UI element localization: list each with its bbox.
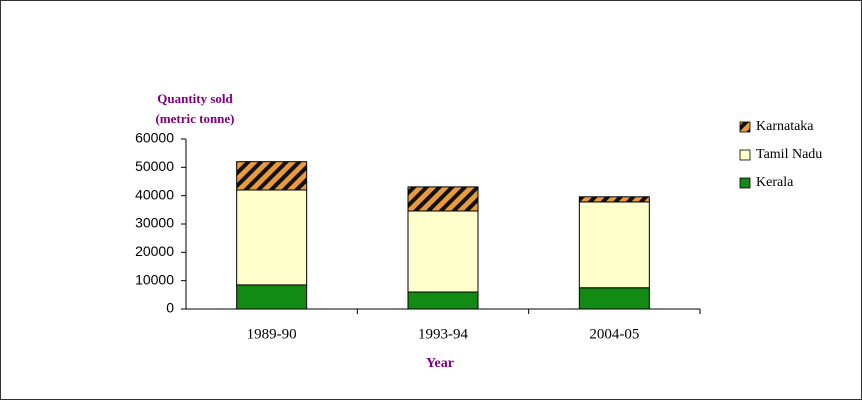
y-tick-label: 40000 — [135, 186, 174, 202]
bar-segment — [578, 201, 650, 289]
x-axis-label: Year — [426, 356, 454, 371]
x-tick-label: 2004-05 — [589, 326, 639, 342]
y-tick-label: 60000 — [135, 130, 174, 146]
bar-segment — [578, 287, 650, 310]
y-tick-label: 30000 — [135, 215, 174, 231]
y-axis-label: Quantity sold — [157, 91, 233, 106]
bar-segment — [407, 210, 479, 293]
y-axis-label: (metric tonne) — [155, 111, 234, 126]
bar-segment — [236, 189, 308, 286]
bar-segment — [236, 284, 308, 310]
bar-segment — [407, 186, 479, 212]
x-tick-label: 1989-90 — [247, 326, 297, 342]
bar-segment — [407, 291, 479, 310]
bar-segment — [578, 196, 650, 203]
legend-label: Karnataka — [756, 119, 814, 134]
y-tick-label: 20000 — [135, 243, 174, 259]
legend-swatch — [739, 149, 751, 161]
y-tick-label: 50000 — [135, 158, 174, 174]
y-tick-label: 10000 — [135, 271, 174, 287]
legend-swatch — [739, 177, 751, 189]
bar-segment — [236, 161, 308, 191]
y-tick-label: 0 — [166, 300, 174, 316]
legend-label: Tamil Nadu — [756, 147, 822, 162]
x-tick-label: 1993-94 — [418, 326, 468, 342]
legend-swatch — [739, 121, 751, 133]
legend-label: Kerala — [756, 175, 794, 190]
